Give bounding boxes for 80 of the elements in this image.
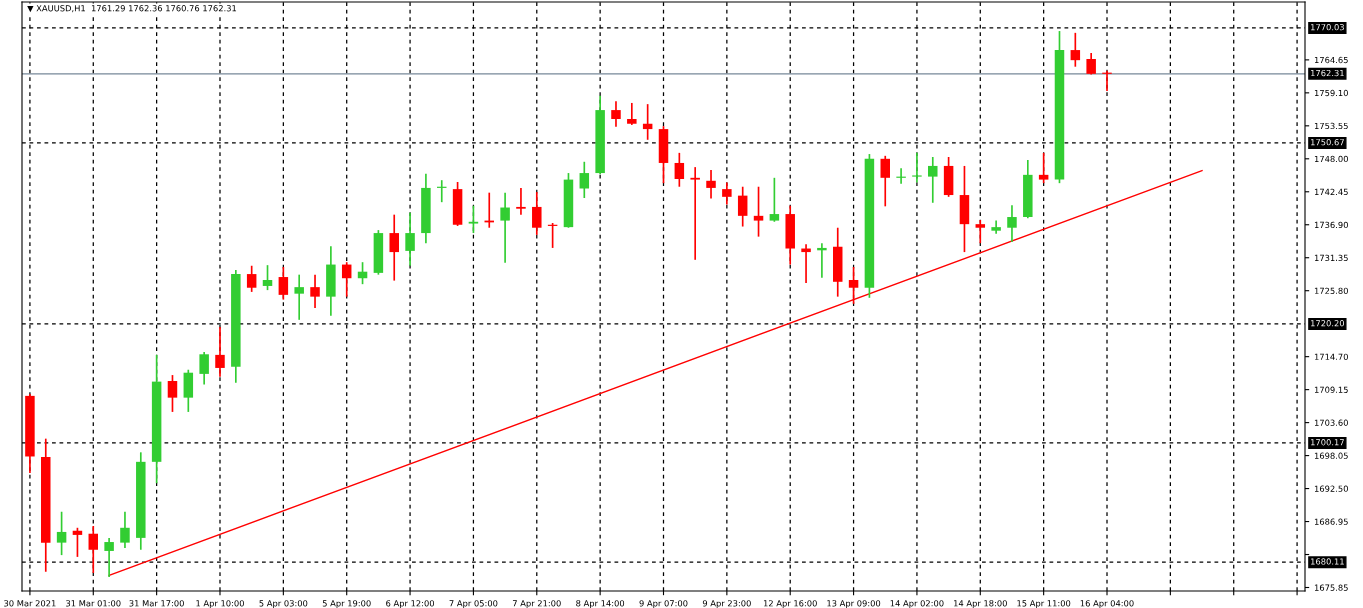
candlestick: [532, 191, 542, 236]
y-tick-label: 1703.60: [1314, 419, 1348, 426]
candlestick: [975, 219, 986, 245]
y-tick-label: 1759.10: [1314, 89, 1348, 97]
candlestick: [468, 204, 479, 234]
x-tick-label: 12 Apr 16:00: [763, 600, 817, 608]
candlestick: [896, 167, 906, 185]
y-tick-label: 1725.80: [1314, 287, 1348, 294]
y-tick-label: 1731.35: [1314, 254, 1348, 262]
x-tick-label: 14 Apr 18:00: [954, 600, 1007, 608]
candlestick: [104, 537, 114, 578]
x-tick-label: 7 Apr 21:00: [512, 600, 561, 608]
candlestick: [294, 273, 304, 321]
x-tick-label: 7 Apr 05:00: [449, 600, 498, 608]
ref-line-label: 1720.20: [1311, 320, 1345, 327]
x-tick-label: 30 Mar 2021: [4, 600, 56, 607]
candlestick: [674, 152, 685, 188]
x-tick-label: 9 Apr 23:00: [702, 600, 751, 608]
candlestick: [690, 166, 700, 261]
candlestick: [88, 525, 99, 574]
candlestick: [500, 191, 510, 264]
x-tick-label: 6 Apr 12:00: [386, 600, 435, 608]
candlestick: [579, 160, 590, 199]
y-tick-label: 1698.05: [1314, 452, 1348, 459]
candlestick: [215, 326, 225, 378]
y-tick-label: 1709.15: [1314, 386, 1348, 393]
candlestick: [278, 266, 289, 301]
x-tick-label: 13 Apr 09:00: [827, 600, 881, 608]
candlestick: [120, 510, 130, 549]
y-tick-label: 1736.90: [1314, 221, 1348, 229]
candlestick: [1038, 152, 1049, 184]
candlestick: [912, 152, 922, 184]
x-tick-label: 31 Mar 17:00: [129, 600, 184, 607]
ref-line-label: 1700.17: [1311, 439, 1344, 446]
ref-line-label: 1750.67: [1311, 139, 1344, 146]
x-tick-label: 9 Apr 07:00: [639, 600, 688, 608]
candlestick: [880, 154, 890, 208]
candlestick: [246, 264, 257, 293]
x-tick-label: 1 Apr 10:00: [196, 600, 244, 608]
candlestick: [1070, 32, 1081, 68]
y-tick-label: 1686.95: [1314, 518, 1348, 525]
candlestick: [341, 261, 352, 298]
x-tick-label: 14 Apr 02:00: [890, 600, 944, 608]
y-tick-label: 1692.50: [1314, 485, 1348, 492]
x-tick-label: 16 Apr 04:00: [1080, 600, 1134, 608]
candlestick: [72, 526, 83, 558]
candlestick: [199, 351, 209, 386]
y-tick-label: 1742.45: [1314, 188, 1348, 196]
x-tick-label: 5 Apr 03:00: [259, 600, 308, 608]
candlestick: [769, 176, 780, 223]
x-tick-label: 31 Mar 01:00: [66, 600, 121, 607]
y-tick-label: 1748.00: [1314, 155, 1348, 163]
candlestick: [56, 510, 67, 556]
candlestick: [611, 100, 621, 128]
y-tick-label: 1714.70: [1314, 353, 1348, 360]
chart-title: ▼ XAUUSD,H1 1761.29 1762.36 1760.76 1762.31: [27, 5, 237, 13]
y-tick-label: 1753.55: [1314, 122, 1348, 130]
candlestick: [928, 156, 938, 204]
candlestick: [627, 102, 637, 126]
candlestick: [722, 181, 732, 206]
candlestick: [737, 185, 748, 228]
candlestick: [167, 374, 178, 413]
candlestick: [848, 266, 859, 305]
candlestick: [389, 213, 399, 282]
candlestick: [262, 264, 273, 291]
candlestick: [1007, 204, 1017, 243]
ref-line-label: 1680.11: [1311, 558, 1344, 565]
y-tick-label: 1675.85: [1314, 584, 1348, 591]
candlestick: [516, 187, 526, 216]
y-tick-label: 1764.65: [1314, 56, 1348, 64]
x-tick-label: 5 Apr 19:00: [322, 600, 371, 608]
candlestick: [706, 169, 716, 200]
candlestick: [310, 273, 320, 309]
ref-line-label: 1762.31: [1311, 69, 1344, 77]
ref-line-label: 1770.03: [1311, 24, 1344, 31]
candlestick: [405, 212, 415, 267]
x-tick-label: 15 Apr 11:00: [1017, 600, 1071, 608]
candlestick: [753, 185, 764, 238]
candlestick: [1102, 70, 1112, 92]
x-tick-label: 8 Apr 14:00: [576, 600, 625, 608]
